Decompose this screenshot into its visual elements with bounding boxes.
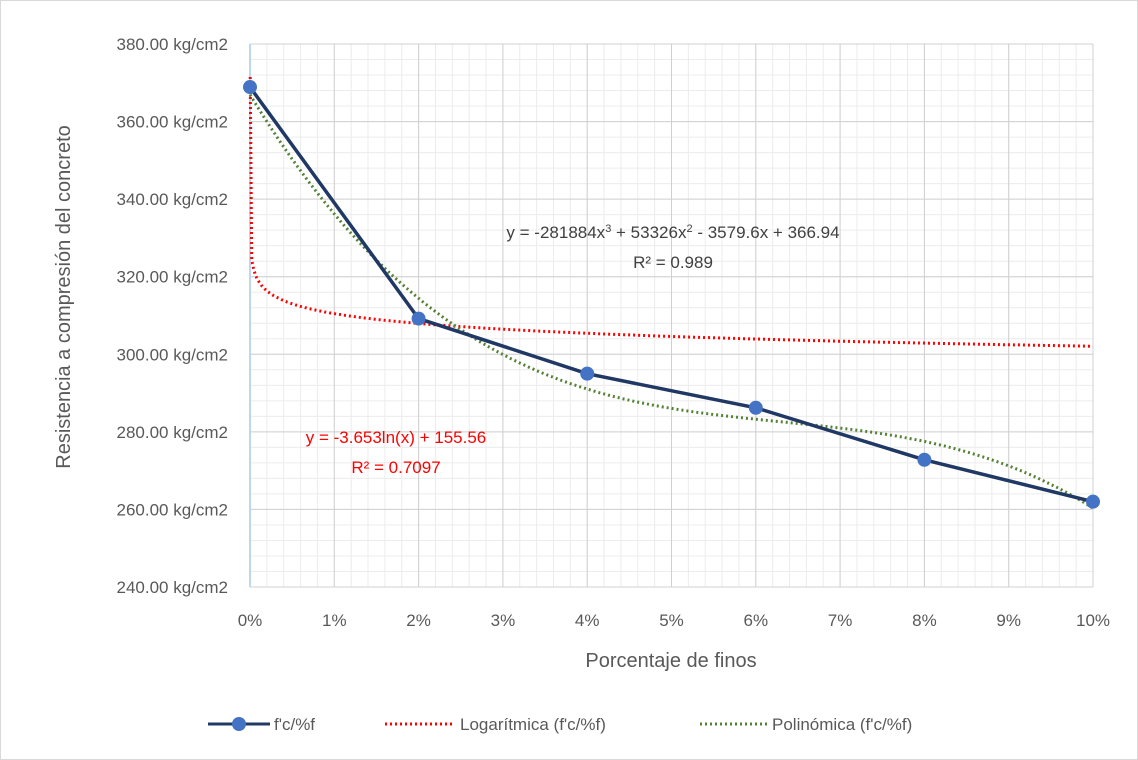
data-point <box>243 80 257 95</box>
x-tick-label: 7% <box>828 611 853 630</box>
x-tick-label: 0% <box>238 611 263 630</box>
y-tick-label: 280.00 kg/cm2 <box>116 423 228 442</box>
polynomial-r2-label: R² = 0.989 <box>633 253 713 272</box>
x-axis-tick-labels: 0% 1% 2% 3% 4% 5% 6% 7% 8% 9% 10% <box>238 611 1110 630</box>
equation-term: y = -281884x <box>506 223 605 242</box>
data-point <box>917 452 932 467</box>
x-tick-label: 10% <box>1076 611 1110 630</box>
y-tick-label: 340.00 kg/cm2 <box>116 190 228 209</box>
x-tick-label: 2% <box>406 611 431 630</box>
x-tick-label: 4% <box>575 611 600 630</box>
x-axis-title: Porcentaje de finos <box>585 650 756 672</box>
y-tick-label: 360.00 kg/cm2 <box>116 113 228 132</box>
major-gridlines <box>249 43 1094 588</box>
svg-text:Logarítmica (f'c/%f): Logarítmica (f'c/%f) <box>460 715 606 734</box>
y-axis-title: Resistencia a compresión del concreto <box>53 125 75 469</box>
x-tick-label: 6% <box>744 611 769 630</box>
series-lines <box>248 86 1094 504</box>
svg-text:f'c/%f: f'c/%f <box>274 715 315 734</box>
y-axis-tick-labels: 240.00 kg/cm2 260.00 kg/cm2 280.00 kg/cm2 3… <box>116 35 228 597</box>
y-tick-label: 300.00 kg/cm2 <box>116 345 228 364</box>
legend-item-logarithmic: Logarítmica (f'c/%f) <box>385 715 606 734</box>
legend-item-polynomial: Polinómica (f'c/%f) <box>700 715 912 734</box>
data-markers <box>243 80 1100 509</box>
data-point <box>411 311 426 326</box>
svg-text:Polinómica (f'c/%f): Polinómica (f'c/%f) <box>772 715 912 734</box>
y-tick-label: 240.00 kg/cm2 <box>116 578 228 597</box>
data-point <box>748 400 763 415</box>
equation-exponent: 3 <box>605 223 611 235</box>
equation-exponent: 2 <box>686 223 692 235</box>
y-tick-label: 380.00 kg/cm2 <box>116 35 228 54</box>
polynomial-equation-label: y = -281884x3 + 53326x2 - 3579.6x + 366.… <box>506 223 839 242</box>
x-tick-label: 5% <box>659 611 684 630</box>
data-point <box>580 366 595 381</box>
logarithmic-r2-label: R² = 0.7097 <box>351 458 440 477</box>
equation-term: - 3579.6x + 366.94 <box>693 223 840 242</box>
y-tick-label: 320.00 kg/cm2 <box>116 268 228 287</box>
series-line <box>248 86 1094 504</box>
logarithmic-equation-label: y = -3.653ln(x) + 155.56 <box>306 428 487 447</box>
legend-item-series: f'c/%f <box>208 715 315 734</box>
equation-term: + 53326x <box>611 223 687 242</box>
data-point <box>1086 494 1100 509</box>
x-tick-label: 9% <box>996 611 1021 630</box>
legend: f'c/%f Logarítmica (f'c/%f) Polinómica (… <box>208 715 912 734</box>
x-tick-label: 3% <box>491 611 516 630</box>
y-tick-label: 260.00 kg/cm2 <box>116 500 228 519</box>
x-tick-label: 8% <box>912 611 937 630</box>
x-tick-label: 1% <box>322 611 347 630</box>
